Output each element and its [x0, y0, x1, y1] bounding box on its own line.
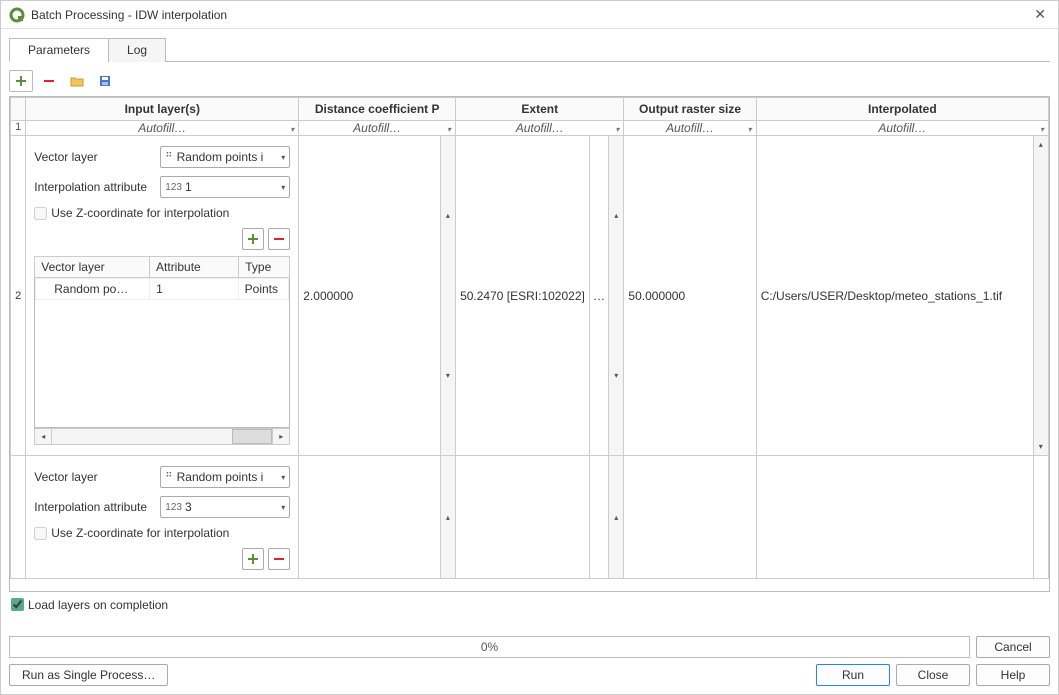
grid-vscroll[interactable]: ▴▾: [1033, 136, 1048, 456]
add-row-button[interactable]: [9, 70, 33, 92]
interp-attr-label: Interpolation attribute: [34, 180, 147, 194]
extent-value[interactable]: 50.2470 [ESRI:102022]: [456, 283, 589, 309]
close-button[interactable]: Close: [896, 664, 970, 686]
close-icon[interactable]: ✕: [1030, 6, 1050, 23]
batch-row-1: 2 Vector layer ⠛ Random points i▾: [11, 136, 1049, 456]
interp-attr-combo[interactable]: 123 3▾: [160, 496, 290, 518]
inner-col-type: Type: [239, 257, 290, 278]
extent-vscroll[interactable]: ▴: [609, 456, 624, 579]
output-path-value[interactable]: C:/Users/USER/Desktop/meteo_stations_1.t…: [757, 283, 1033, 309]
tab-log[interactable]: Log: [108, 38, 166, 62]
inner-col-attr: Attribute: [150, 257, 239, 278]
remove-layer-button[interactable]: [268, 228, 290, 250]
load-layers-checkbox[interactable]: Load layers on completion: [11, 598, 168, 612]
window-title: Batch Processing - IDW interpolation: [31, 8, 1030, 22]
distance-vscroll[interactable]: ▴▾: [440, 136, 455, 456]
toolbar: [9, 66, 1050, 96]
progress-bar: 0%: [9, 636, 970, 658]
batch-row-2: Vector layer ⠛ Random points i▾ Interpol…: [11, 456, 1049, 579]
open-button[interactable]: [65, 70, 89, 92]
autofill-raster[interactable]: Autofill…▾: [624, 121, 756, 136]
extent-browse-button[interactable]: …: [589, 136, 608, 456]
button-row: Run as Single Process… Run Close Help: [9, 664, 1050, 686]
use-z-checkbox: Use Z-coordinate for interpolation: [34, 206, 229, 220]
titlebar: Batch Processing - IDW interpolation ✕: [1, 1, 1058, 29]
minus-icon: [273, 553, 285, 565]
distance-value[interactable]: 2.000000: [299, 283, 439, 309]
col-output-raster: Output raster size: [624, 98, 756, 121]
load-layers-check-row: Load layers on completion: [9, 592, 1050, 621]
remove-row-button[interactable]: [37, 70, 61, 92]
run-single-button[interactable]: Run as Single Process…: [9, 664, 168, 686]
distance-vscroll[interactable]: ▴: [440, 456, 455, 579]
inner-col-vector: Vector layer: [35, 257, 150, 278]
remove-layer-button[interactable]: [268, 548, 290, 570]
plus-icon: [247, 233, 259, 245]
add-layer-button[interactable]: [242, 228, 264, 250]
raster-size-value[interactable]: 50.000000: [624, 283, 755, 309]
inner-hscrollbar[interactable]: ◂▸: [34, 428, 290, 445]
autofill-extent[interactable]: Autofill…▾: [456, 121, 624, 136]
col-interpolated: Interpolated: [756, 98, 1048, 121]
batch-processing-window: Batch Processing - IDW interpolation ✕ P…: [0, 0, 1059, 695]
col-input-layers: Input layer(s): [26, 98, 299, 121]
folder-icon: [70, 74, 84, 88]
header-row: Input layer(s) Distance coefficient P Ex…: [11, 98, 1049, 121]
interp-attr-combo[interactable]: 123 1▾: [160, 176, 290, 198]
plus-icon: [14, 74, 28, 88]
vector-layer-combo[interactable]: ⠛ Random points i▾: [160, 466, 290, 488]
layer-row[interactable]: Random po… 1 Points: [36, 279, 289, 300]
tabs: Parameters Log: [9, 37, 1050, 62]
qgis-icon: [9, 7, 25, 23]
vector-layer-label: Vector layer: [34, 150, 97, 164]
autofill-distance[interactable]: Autofill…▾: [299, 121, 456, 136]
run-button[interactable]: Run: [816, 664, 890, 686]
autofill-interp[interactable]: Autofill…▾: [756, 121, 1048, 136]
interp-attr-label: Interpolation attribute: [34, 500, 147, 514]
minus-icon: [273, 233, 285, 245]
vector-layer-combo[interactable]: ⠛ Random points i▾: [160, 146, 290, 168]
save-button[interactable]: [93, 70, 117, 92]
use-z-checkbox: Use Z-coordinate for interpolation: [34, 526, 229, 540]
autofill-input[interactable]: Autofill…▾: [26, 121, 299, 136]
tab-parameters[interactable]: Parameters: [9, 38, 109, 62]
autofill-row: 1 Autofill…▾ Autofill…▾ Autofill…▾ Autof…: [11, 121, 1049, 136]
cancel-button[interactable]: Cancel: [976, 636, 1050, 658]
save-icon: [98, 74, 112, 88]
add-layer-button[interactable]: [242, 548, 264, 570]
plus-icon: [247, 553, 259, 565]
point-geom-icon: ⠛: [165, 472, 172, 483]
col-extent: Extent: [456, 98, 624, 121]
extent-vscroll[interactable]: ▴▾: [609, 136, 624, 456]
help-button[interactable]: Help: [976, 664, 1050, 686]
batch-grid: Input layer(s) Distance coefficient P Ex…: [9, 96, 1050, 592]
layers-table: Vector layer Attribute Type: [34, 256, 290, 278]
minus-icon: [42, 74, 56, 88]
vector-layer-label: Vector layer: [34, 470, 97, 484]
point-geom-icon: ⠛: [165, 152, 172, 163]
col-distance-coef: Distance coefficient P: [299, 98, 456, 121]
content-area: Parameters Log: [1, 29, 1058, 694]
